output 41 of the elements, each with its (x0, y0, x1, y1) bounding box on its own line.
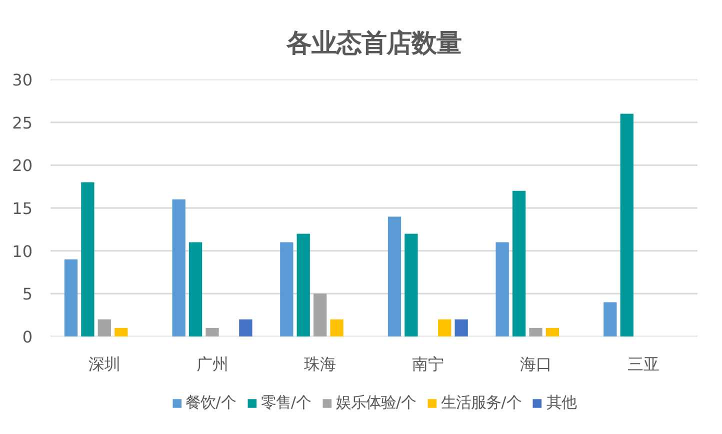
bar (604, 302, 617, 336)
bar (330, 319, 344, 336)
bar (98, 319, 111, 336)
bar (114, 328, 128, 336)
legend-label: 零售/个 (260, 392, 311, 414)
y-tick-label: 0 (22, 328, 33, 346)
x-tick-label: 珠海 (304, 354, 336, 374)
x-tick-label: 广州 (196, 354, 228, 374)
x-tick-label: 三亚 (628, 354, 660, 374)
bar (81, 182, 94, 336)
bar (438, 319, 452, 336)
bar (239, 319, 252, 336)
bar (454, 319, 468, 336)
bar (512, 190, 526, 336)
bar (64, 259, 78, 336)
y-tick-label: 25 (12, 113, 32, 132)
y-tick-label: 20 (12, 156, 32, 176)
bar (496, 242, 509, 336)
bar (314, 294, 327, 336)
bar (529, 328, 542, 336)
bar (188, 242, 202, 336)
bar (206, 328, 219, 336)
x-tick-label: 海口 (520, 354, 552, 374)
y-tick-label: 5 (22, 284, 33, 304)
bar (620, 114, 634, 336)
legend-label: 生活服务/个 (441, 392, 522, 414)
y-tick-label: 30 (12, 70, 32, 90)
y-tick-label: 15 (12, 199, 32, 218)
legend-label: 娱乐体验/个 (336, 392, 416, 414)
x-tick-label: 南宁 (412, 354, 444, 374)
legend-label: 其他 (546, 392, 576, 414)
x-tick-label: 深圳 (88, 354, 120, 374)
y-tick-label: 10 (12, 242, 32, 261)
bar (296, 234, 310, 336)
bar (280, 242, 294, 336)
bar (388, 216, 402, 336)
bar (172, 199, 186, 336)
chart-title: 各业态首店数量 (286, 28, 462, 58)
legend-label: 餐饮/个 (186, 392, 236, 414)
bar (546, 328, 560, 336)
bar (404, 234, 418, 336)
